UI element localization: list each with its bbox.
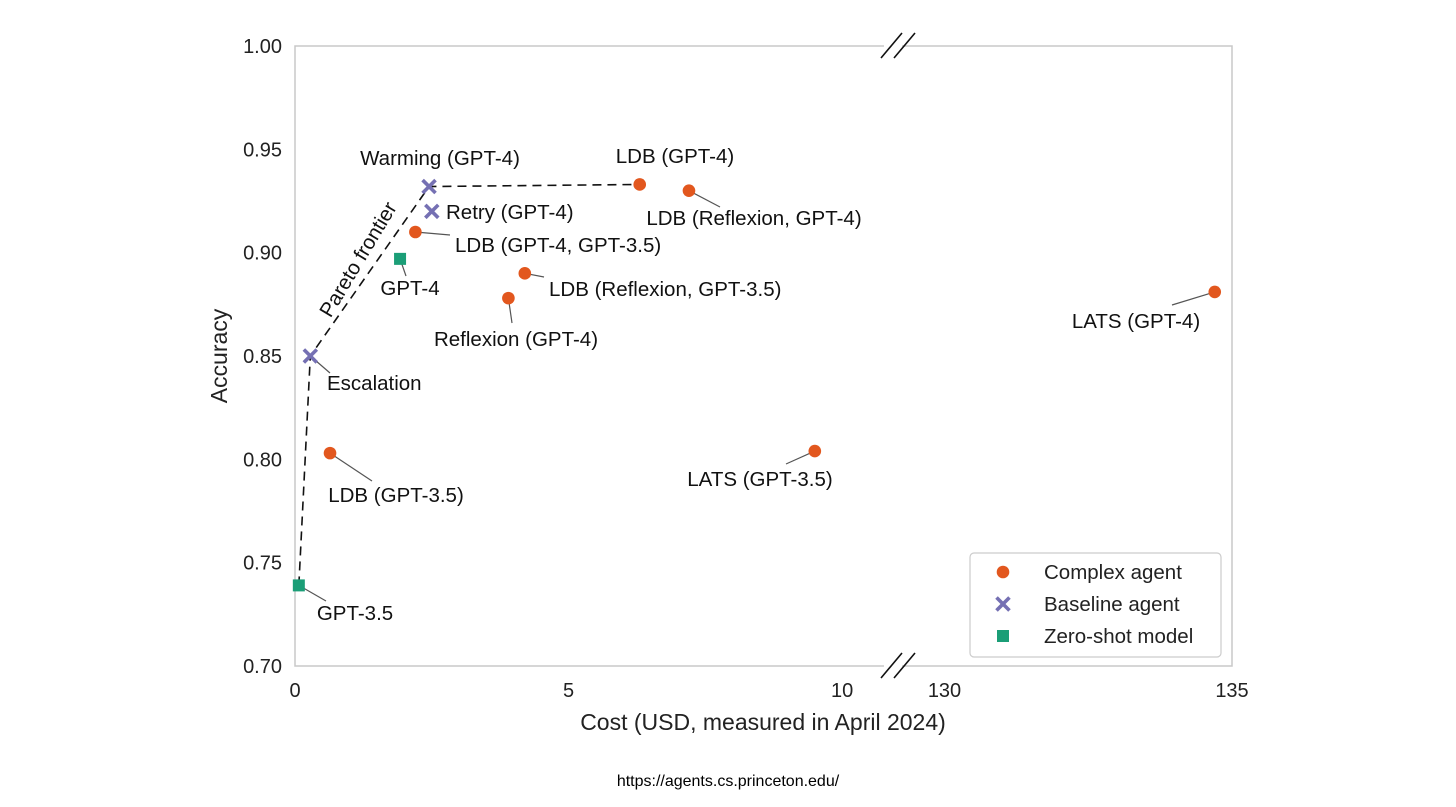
y-tick-label: 1.00 — [243, 36, 282, 58]
point-reflexion-gpt-4 — [502, 291, 515, 305]
label-lats-gpt-3-5: LATS (GPT-3.5) — [687, 468, 832, 491]
scatter-chart: 0.70 0.75 0.80 0.85 0.90 0.95 1.00 0 5 10 130 135 P… — [206, 32, 1249, 735]
annotation-leaders — [298, 190, 1215, 602]
y-tick-label: 0.95 — [243, 139, 282, 161]
label-lats-gpt-4: LATS (GPT-4) — [1072, 310, 1200, 333]
axis-break-slash — [893, 32, 916, 59]
pareto-frontier-label: Pareto frontier — [315, 198, 402, 321]
y-axis-title: Accuracy — [206, 308, 232, 403]
label-escalation: Escalation — [327, 372, 422, 395]
point-ldb-reflexion-gpt-3-5 — [518, 267, 532, 280]
legend: Complex agent Baseline agent Zero-shot mod… — [969, 552, 1222, 658]
point-retry-gpt-4 — [424, 203, 440, 220]
label-ldb-gpt-4: LDB (GPT-4) — [616, 145, 734, 168]
label-gpt-3-5: GPT-3.5 — [317, 602, 393, 625]
x-marker-stroke — [995, 596, 1011, 612]
x-marker-stroke — [424, 203, 440, 220]
point-escalation — [302, 348, 319, 364]
label-warming-gpt-4: Warming (GPT-4) — [360, 147, 520, 170]
axis-break-slash — [880, 652, 903, 679]
point-annotations: LDB (GPT-4) LDB (Reflexion, GPT-4) LDB (GP… — [317, 145, 1200, 625]
label-ldb-gpt-3-5: LDB (GPT-3.5) — [328, 484, 464, 507]
legend-box — [969, 552, 1222, 658]
x-marker-stroke — [421, 178, 437, 195]
legend-marker-zero-shot-model — [997, 630, 1009, 642]
point-ldb-gpt-3-5 — [323, 446, 337, 460]
pareto-frontier-line — [298, 183, 640, 586]
axis-break-gap — [884, 43, 902, 49]
leader-ldb-gpt-3-5 — [329, 452, 373, 482]
x-tick-label: 10 — [831, 680, 853, 702]
leader-lats-gpt-4 — [1171, 291, 1215, 306]
x-tick-label: 135 — [1215, 680, 1248, 702]
label-reflexion-gpt-4: Reflexion (GPT-4) — [434, 328, 598, 351]
point-lats-gpt-4 — [1208, 285, 1222, 299]
y-tick-label: 0.80 — [243, 449, 282, 471]
point-lats-gpt-3-5 — [808, 444, 822, 458]
axis-break-slash — [893, 652, 916, 679]
label-ldb-reflexion-gpt-4: LDB (Reflexion, GPT-4) — [646, 207, 861, 230]
legend-label-complex-agent: Complex agent — [1044, 561, 1182, 584]
point-gpt-3-5 — [292, 579, 305, 592]
point-gpt-4 — [394, 252, 407, 265]
x-axis-title: Cost (USD, measured in April 2024) — [580, 709, 946, 735]
x-tick-label: 0 — [289, 680, 300, 702]
y-tick-label: 0.85 — [243, 346, 282, 368]
label-retry-gpt-4: Retry (GPT-4) — [446, 201, 574, 224]
legend-label-zero-shot-model: Zero-shot model — [1044, 625, 1193, 648]
plot-area-border — [294, 45, 1233, 667]
label-gpt-4: GPT-4 — [380, 277, 439, 300]
axis-break-marks — [880, 32, 916, 679]
point-ldb-reflexion-gpt-4 — [682, 184, 696, 197]
x-marker-stroke — [302, 348, 319, 364]
axis-break-gap — [884, 663, 902, 669]
x-tick-label: 130 — [928, 680, 961, 702]
legend-marker-complex-agent — [996, 565, 1010, 579]
legend-label-baseline-agent: Baseline agent — [1044, 593, 1180, 616]
x-tick-label: 5 — [563, 680, 574, 702]
source-url: https://agents.cs.princeton.edu/ — [616, 773, 840, 790]
data-markers — [292, 178, 1222, 592]
y-tick-label: 0.70 — [243, 656, 282, 678]
label-ldb-gpt-4-gpt-3-5: LDB (GPT-4, GPT-3.5) — [455, 234, 661, 257]
point-ldb-gpt-4-gpt-3-5 — [409, 225, 422, 239]
y-tick-label: 0.90 — [243, 243, 282, 265]
tick-labels: 0.70 0.75 0.80 0.85 0.90 0.95 1.00 0 5 10 130 135 — [243, 36, 1249, 702]
label-ldb-reflexion-gpt-3-5: LDB (Reflexion, GPT-3.5) — [549, 278, 781, 301]
legend-marker-baseline-agent — [995, 596, 1011, 612]
point-warming-gpt-4 — [421, 178, 437, 195]
point-ldb-gpt-4 — [633, 178, 647, 191]
y-tick-label: 0.75 — [243, 553, 282, 575]
axis-break-slash — [880, 32, 903, 59]
